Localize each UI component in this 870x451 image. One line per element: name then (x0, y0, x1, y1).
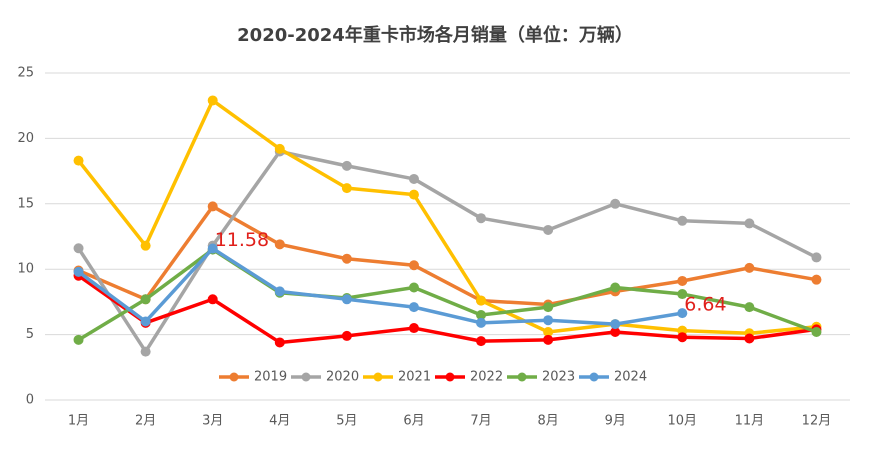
legend-marker (445, 372, 455, 382)
point (543, 302, 554, 313)
legend-label: 2022 (470, 370, 503, 385)
series-line (77, 247, 818, 342)
legend-marker (517, 372, 527, 382)
series-line (77, 98, 817, 336)
x-tick-label: 11月 (735, 414, 765, 429)
y-tick-label: 25 (17, 66, 34, 81)
point (140, 346, 151, 357)
x-tick-label: 3月 (202, 414, 223, 429)
point (73, 155, 84, 166)
x-tick-label: 8月 (537, 414, 558, 429)
point (811, 274, 822, 285)
legend-label: 2021 (398, 370, 431, 385)
point (543, 224, 554, 235)
point (677, 308, 688, 319)
point (677, 275, 688, 286)
y-tick-label: 0 (26, 393, 34, 408)
series-line (77, 204, 817, 307)
point (73, 243, 84, 254)
point (408, 282, 419, 293)
legend-label: 2020 (326, 370, 359, 385)
point (341, 294, 352, 305)
point (73, 266, 84, 277)
point (610, 326, 621, 337)
point (207, 201, 218, 212)
legend-marker (301, 372, 311, 382)
point (341, 253, 352, 264)
point (677, 332, 688, 343)
point (274, 239, 285, 250)
x-tick-label: 5月 (336, 414, 357, 429)
point (408, 189, 419, 200)
point (610, 282, 621, 293)
point (274, 143, 285, 154)
series-line (77, 274, 817, 345)
chart-title: 2020-2024年重卡市场各月销量（单位：万辆） (237, 24, 633, 46)
point (677, 289, 688, 300)
point (476, 213, 487, 224)
x-tick-label: 9月 (605, 414, 626, 429)
y-tick-label: 15 (17, 196, 34, 211)
x-tick-label: 12月 (802, 414, 832, 429)
x-tick-label: 10月 (668, 414, 698, 429)
point (274, 286, 285, 297)
x-tick-label: 2月 (135, 414, 156, 429)
point (207, 95, 218, 106)
point (811, 326, 822, 337)
point (140, 294, 151, 305)
x-tick-label: 7月 (470, 414, 491, 429)
legend-marker (589, 372, 599, 382)
legend-marker (373, 372, 383, 382)
point (408, 323, 419, 334)
point (677, 215, 688, 226)
point (140, 316, 151, 327)
point (476, 309, 487, 320)
x-tick-label: 6月 (403, 414, 424, 429)
point (476, 295, 487, 306)
y-tick-label: 5 (26, 327, 34, 342)
point (744, 333, 755, 344)
point (744, 302, 755, 313)
point (744, 262, 755, 273)
point (543, 315, 554, 326)
point (341, 183, 352, 194)
point (408, 260, 419, 271)
point (543, 334, 554, 345)
data-label: 11.58 (215, 229, 269, 251)
series-line (77, 149, 818, 354)
x-tick-label: 1月 (68, 414, 89, 429)
legend-marker (229, 372, 239, 382)
y-tick-label: 20 (17, 131, 34, 146)
x-tick-label: 4月 (269, 414, 290, 429)
point (476, 336, 487, 347)
point (341, 330, 352, 341)
series-line (77, 246, 683, 326)
data-label: 6.64 (684, 294, 726, 316)
point (140, 240, 151, 251)
point (341, 160, 352, 171)
point (744, 218, 755, 229)
legend-label: 2023 (542, 370, 575, 385)
legend-label: 2019 (254, 370, 287, 385)
point (476, 317, 487, 328)
point (811, 252, 822, 263)
point (408, 173, 419, 184)
y-tick-label: 10 (17, 262, 34, 277)
point (610, 198, 621, 209)
legend-label: 2024 (614, 370, 647, 385)
point (207, 243, 218, 254)
point (543, 326, 554, 337)
point (207, 294, 218, 305)
point (73, 334, 84, 345)
point (408, 302, 419, 313)
point (610, 319, 621, 330)
point (274, 337, 285, 348)
